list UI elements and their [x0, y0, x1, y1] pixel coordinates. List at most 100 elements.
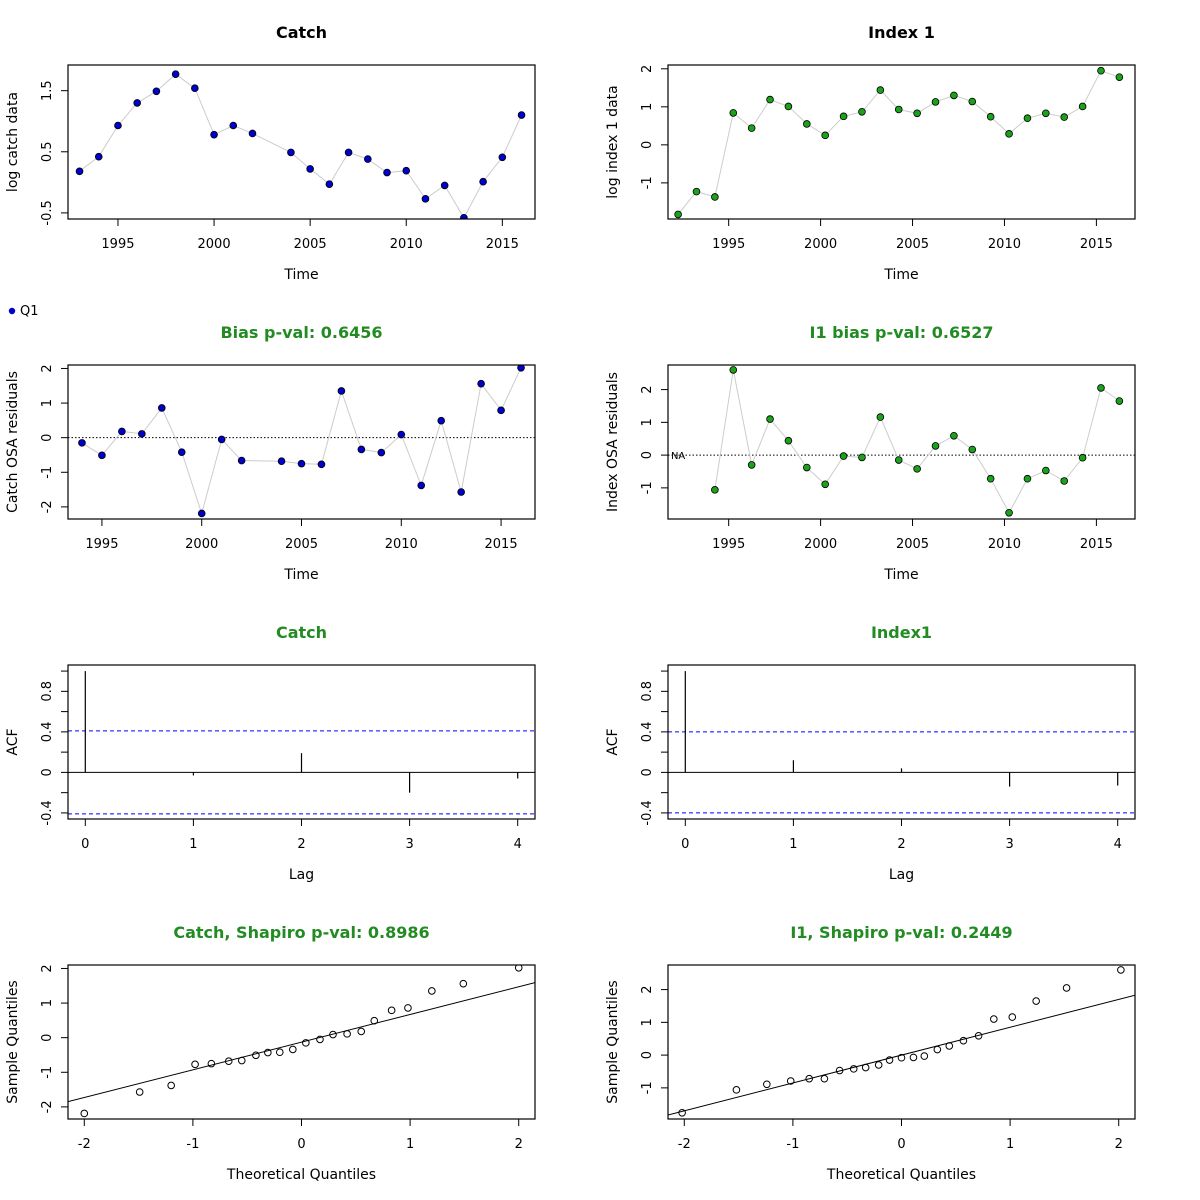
x-tick-label: -2 — [678, 1137, 691, 1152]
data-point — [377, 448, 386, 457]
y-tick-label: -0.4 — [640, 800, 655, 825]
y-tick-label: 0.5 — [40, 141, 55, 162]
y-tick-label: 1 — [640, 103, 655, 111]
legend-marker — [8, 307, 16, 315]
qq-point — [835, 1066, 844, 1075]
data-point — [913, 465, 921, 473]
data-point — [210, 130, 218, 139]
data-point — [858, 107, 866, 116]
y-tick-label: -1 — [640, 1081, 655, 1094]
x-tick-label: 2005 — [896, 537, 929, 552]
panel-title: Catch — [276, 23, 327, 42]
y-tick-label: -0.4 — [40, 800, 55, 825]
x-tick-label: 1995 — [101, 237, 134, 252]
data-point — [460, 213, 468, 219]
data-point — [457, 488, 465, 496]
x-tick-label: 2005 — [896, 237, 929, 252]
qq-point — [135, 1088, 144, 1096]
x-axis-label: Time — [883, 567, 918, 583]
x-tick-label: 0 — [897, 1137, 905, 1152]
data-point — [217, 435, 226, 444]
plot-frame — [667, 364, 1136, 520]
y-axis-label: Catch OSA residuals — [5, 371, 21, 513]
x-tick-label: 1995 — [712, 237, 745, 252]
data-point — [1005, 130, 1013, 138]
data-point — [729, 366, 738, 374]
qq-point — [1032, 997, 1040, 1005]
y-tick-label: 0 — [640, 141, 655, 149]
qq-point — [80, 1109, 89, 1118]
plot-area — [68, 671, 535, 815]
qq-point — [732, 1086, 741, 1094]
x-tick-label: 2010 — [988, 537, 1021, 552]
qq-point — [370, 1016, 379, 1025]
plot-area: NA — [668, 366, 1135, 517]
plot-area — [668, 966, 1135, 1117]
y-tick-label: 1 — [640, 1018, 655, 1026]
x-tick-label: 2000 — [804, 537, 837, 552]
x-axis-label: Time — [283, 267, 318, 283]
panel-title: Catch, Shapiro p-val: 0.8986 — [173, 923, 429, 942]
data-point — [98, 451, 106, 460]
panel-index_resid: I1 bias p-val: 0.6527 Time Index OSA resid… — [605, 323, 1136, 583]
y-tick-label: 2 — [640, 985, 655, 993]
plot-area — [68, 365, 535, 518]
x-tick-label: -1 — [186, 1137, 199, 1152]
x-tick-label: 0 — [681, 837, 689, 852]
data-point — [1097, 66, 1105, 75]
data-point — [1005, 508, 1013, 517]
y-tick-label: -0.5 — [40, 200, 55, 225]
legend-label: Q1 — [20, 304, 39, 319]
plot-frame — [67, 664, 536, 820]
data-point — [986, 474, 995, 483]
data-point — [440, 181, 449, 190]
qq-point — [329, 1030, 337, 1039]
panel-catch_obs: Catch Time log catch data 1995 2000 2005 2010 2… — [5, 23, 536, 283]
data-point — [1060, 113, 1069, 121]
qq-point — [990, 1015, 998, 1023]
data-point — [950, 431, 958, 440]
data-point — [277, 457, 286, 466]
x-tick-label: 2015 — [1080, 537, 1113, 552]
x-tick-label: -1 — [786, 1137, 799, 1152]
data-point — [821, 480, 829, 489]
panel-title: Index 1 — [868, 23, 935, 42]
data-point — [344, 148, 353, 157]
data-point — [968, 97, 977, 106]
qq-point — [459, 979, 468, 988]
qq-point — [974, 1031, 983, 1040]
x-tick-label: 2010 — [988, 237, 1021, 252]
qq-point — [763, 1080, 771, 1089]
data-point — [317, 460, 326, 469]
data-point — [1042, 466, 1050, 475]
x-axis-label: Time — [283, 567, 318, 583]
data-point — [950, 91, 958, 100]
x-tick-label: 2 — [297, 837, 305, 852]
qq-point — [264, 1048, 272, 1057]
qq-point — [237, 1056, 246, 1065]
data-point — [711, 193, 719, 201]
y-tick-label: -1 — [40, 466, 55, 479]
x-tick-label: 2 — [897, 837, 905, 852]
x-axis-label: Theoretical Quantiles — [826, 1167, 976, 1183]
data-point — [94, 152, 103, 161]
y-axis-label: log index 1 data — [605, 85, 621, 198]
data-point — [913, 109, 921, 118]
x-tick-label: 2000 — [198, 237, 231, 252]
plot-frame — [67, 364, 536, 520]
data-point — [497, 406, 505, 415]
qq-point — [167, 1081, 175, 1090]
y-tick-label: -1 — [40, 1066, 55, 1079]
qq-point — [224, 1057, 233, 1066]
data-point — [357, 445, 366, 454]
y-tick-label: 0 — [40, 1034, 55, 1042]
qq-point — [302, 1039, 310, 1047]
x-tick-label: 2005 — [285, 537, 318, 552]
qq-point — [343, 1030, 351, 1038]
data-point — [1115, 73, 1124, 81]
panel-catch_acf: Catch Lag ACF 0 1 2 3 4 -0.4 0 0.4 0.8 — [5, 623, 536, 883]
data-point — [517, 365, 525, 372]
data-point — [402, 166, 411, 175]
y-axis-label: Sample Quantiles — [5, 980, 21, 1103]
